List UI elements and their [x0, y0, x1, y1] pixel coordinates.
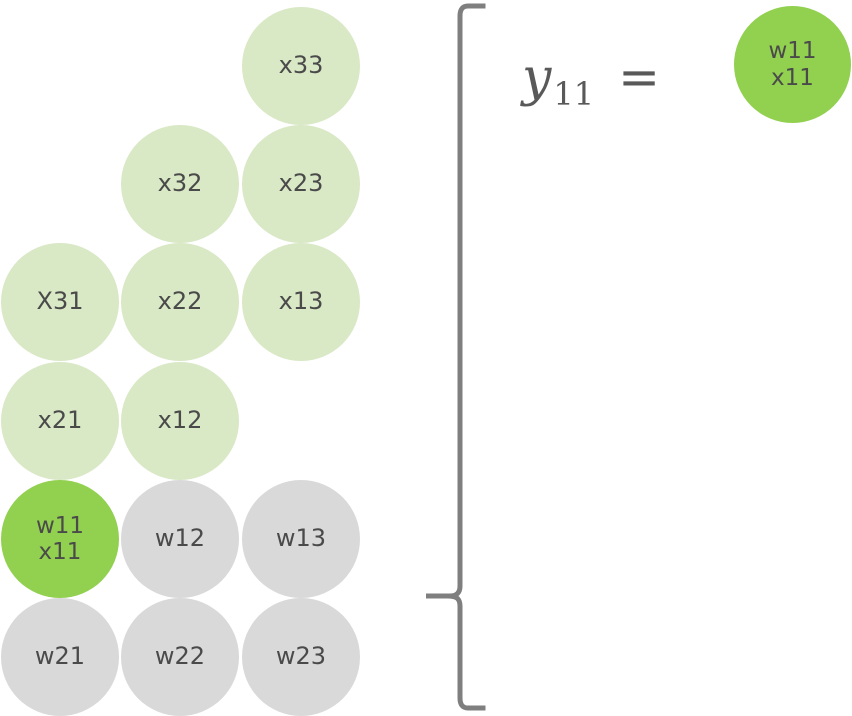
input-cell-x33: x33 [242, 7, 360, 125]
formula-lhs: y 11 [522, 48, 594, 113]
input-cell-x23: x23 [242, 125, 360, 243]
input-cell-x22: x22 [121, 243, 239, 361]
weight-cell-w13: w13 [242, 480, 360, 598]
formula-equals: = [618, 48, 661, 106]
curly-bracket-icon [426, 3, 486, 711]
active-cell-input: x11 [38, 539, 82, 565]
active-cell-stack: w11 x11 [36, 514, 84, 564]
input-cell-x32: x32 [121, 125, 239, 243]
input-cell-x31: X31 [1, 243, 119, 361]
weight-cell-w21: w21 [1, 598, 119, 716]
result-cell-input: x11 [771, 64, 814, 91]
input-cell-x12: x12 [121, 362, 239, 480]
active-cell-weight: w11 [35, 512, 85, 539]
weight-cell-w23: w23 [242, 598, 360, 716]
input-cell-x13: x13 [242, 243, 360, 361]
output-formula: y 11 = [522, 38, 660, 118]
result-cell-weight: w11 [768, 38, 817, 65]
weight-cell-w22: w22 [121, 598, 239, 716]
input-cell-x21: x21 [1, 362, 119, 480]
formula-output-var: y [522, 48, 552, 108]
active-cell-w11-x11: w11 x11 [1, 480, 119, 598]
result-cell-w11-x11: w11 x11 [734, 6, 851, 123]
result-cell-stack: w11 x11 [768, 39, 816, 89]
weight-cell-w12: w12 [121, 480, 239, 598]
formula-output-subscript: 11 [553, 75, 595, 113]
